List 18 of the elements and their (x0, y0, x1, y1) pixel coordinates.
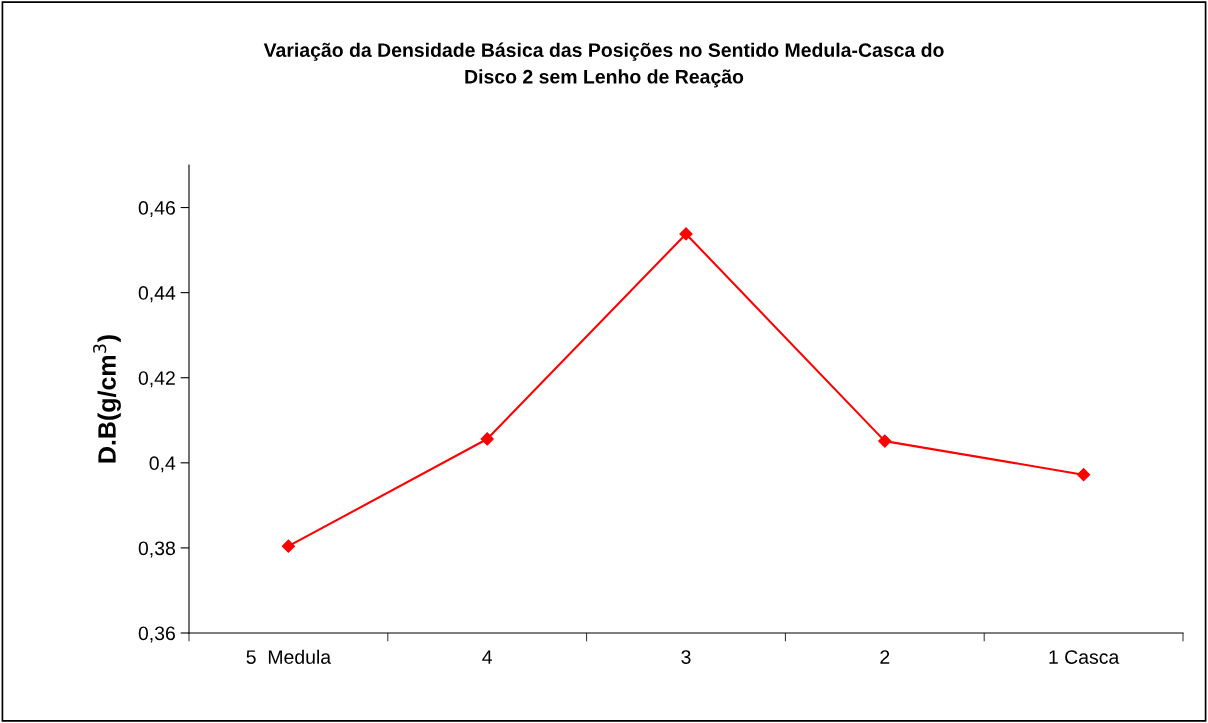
y-axis-title: D.B(g/cm$^{3}$) (93, 335, 121, 463)
y-tick-label: 0,46 (138, 201, 175, 218)
x-tick-label: 1 Casca (1049, 650, 1120, 664)
x-tick-label: 5 Medula (246, 649, 332, 664)
x-tick-label: 2 (880, 650, 890, 664)
point (480, 432, 494, 446)
y-tick-label: 0,38 (138, 541, 175, 558)
chart-title: Variação da Densidade Básica das Posições no Sentido Medula-Casca do Disco 2 sem Lenho de Reação (263, 42, 944, 88)
point (878, 434, 892, 448)
point (281, 539, 295, 553)
point (679, 227, 693, 241)
y-tick-label: 0,4 (149, 456, 176, 473)
y-tick-label: 0,42 (138, 371, 175, 388)
x-tick-label: 3 (681, 650, 691, 664)
y-tick-label: 0,36 (138, 626, 175, 643)
x-tick-label: 4 (482, 650, 493, 664)
point (1077, 468, 1091, 482)
y-tick-label: 0,44 (138, 286, 176, 303)
